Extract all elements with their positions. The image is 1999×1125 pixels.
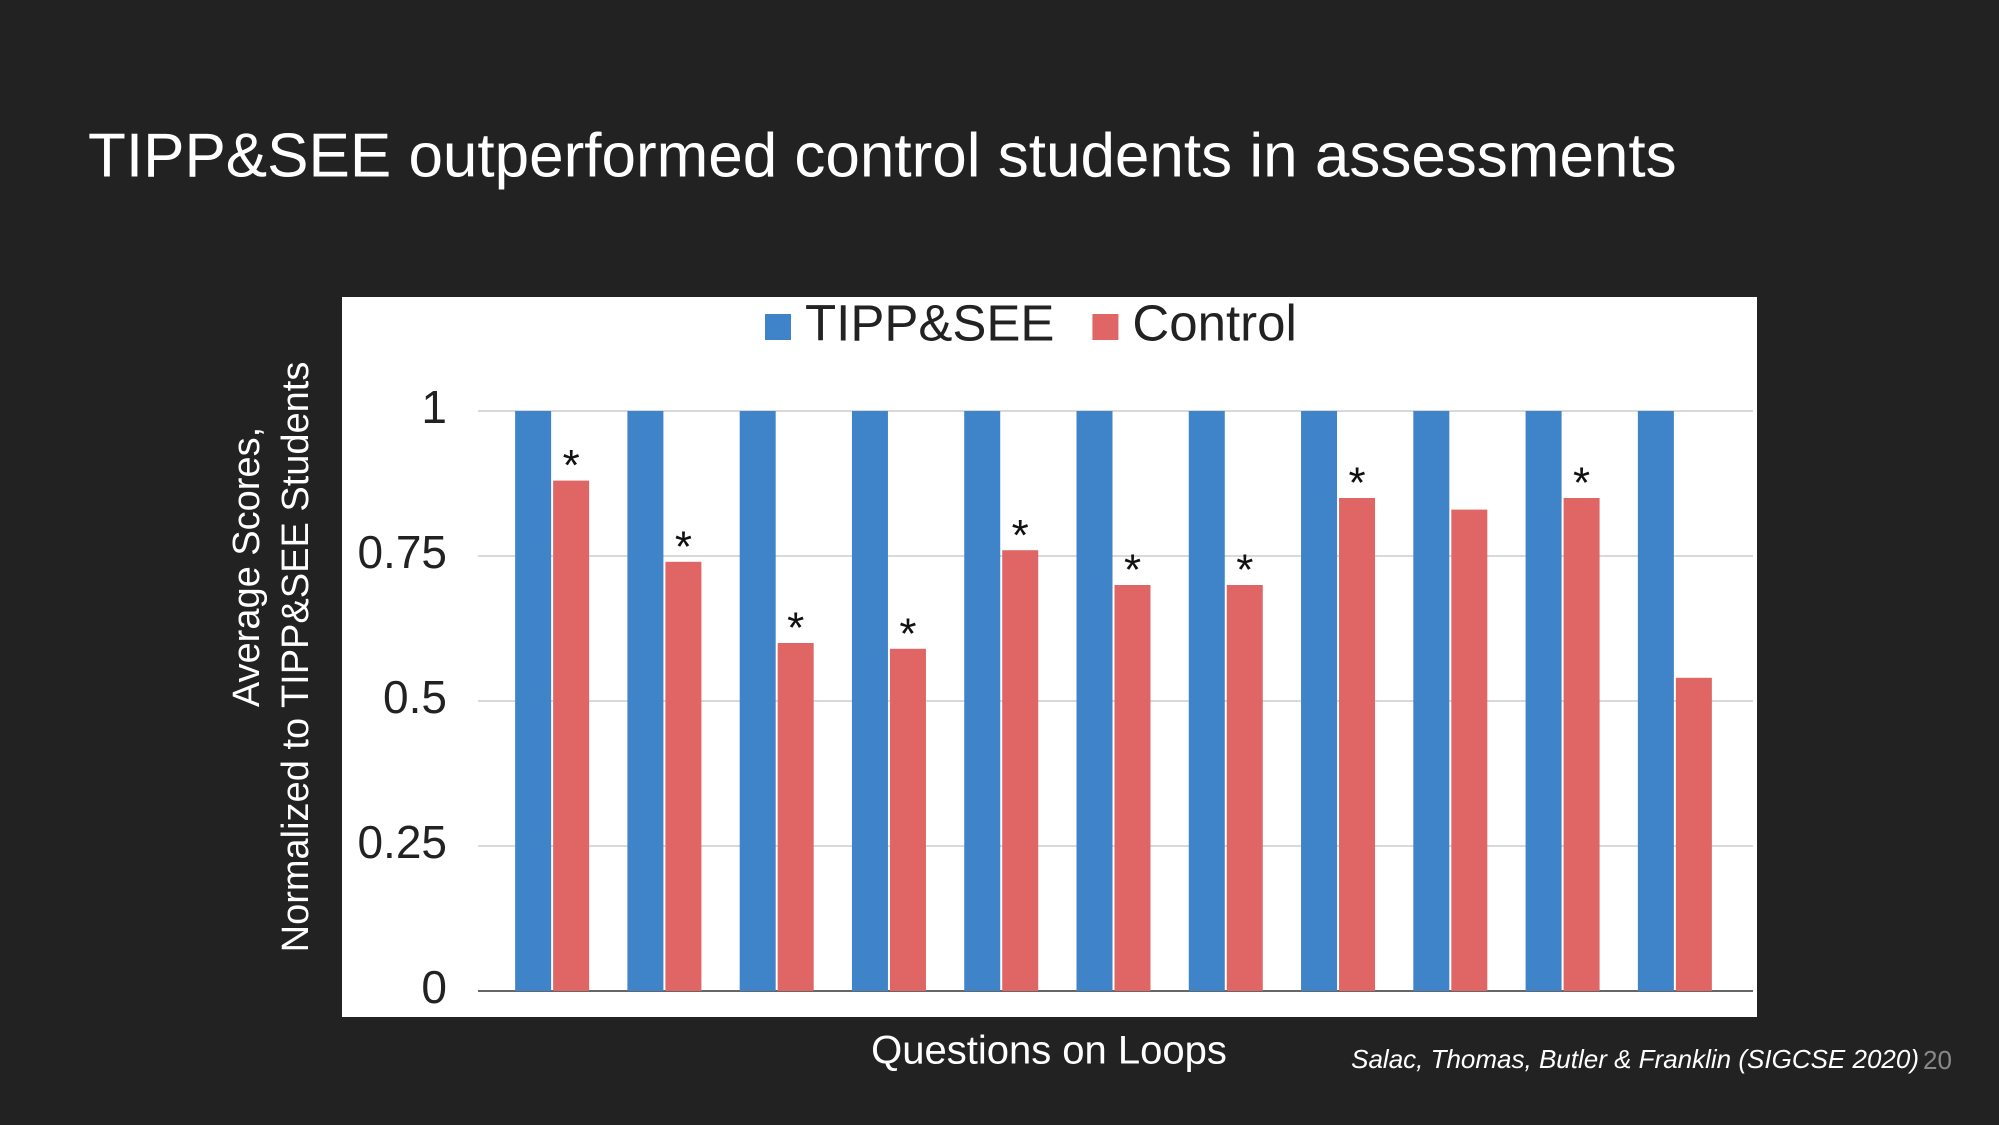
significance-mark: *: [1348, 459, 1365, 508]
bar: [964, 411, 1001, 991]
x-axis-title: Questions on Loops: [871, 1029, 1227, 1073]
significance-mark: *: [1012, 511, 1029, 560]
bar: [1675, 677, 1712, 991]
significance-mark: *: [1236, 546, 1253, 595]
bar: [777, 643, 814, 991]
bar: [851, 411, 888, 991]
bar: [1188, 411, 1225, 991]
significance-mark: *: [563, 441, 580, 490]
significance-mark: *: [899, 609, 916, 658]
bar: [1226, 585, 1263, 991]
bar: [889, 648, 926, 991]
significance-mark: *: [1124, 546, 1141, 595]
slide-title: TIPP&SEE outperformed control students i…: [88, 121, 1677, 190]
citation: Salac, Thomas, Butler & Franklin (SIGCSE…: [1351, 1044, 1919, 1074]
bar: [665, 561, 702, 991]
significance-mark: *: [787, 604, 804, 653]
bar: [1114, 585, 1151, 991]
legend-label: Control: [1132, 294, 1296, 351]
bar: [1637, 411, 1674, 991]
bar: [627, 411, 664, 991]
y-axis-title: Normalized to TIPP&SEE Students: [275, 362, 317, 953]
bar: [1002, 550, 1039, 991]
bar: [553, 480, 590, 991]
bar: [1525, 411, 1562, 991]
y-tick-label: 0.75: [357, 526, 447, 578]
y-tick-label: 0: [421, 961, 447, 1013]
significance-mark: *: [1573, 459, 1590, 508]
y-tick-label: 0.25: [357, 816, 447, 868]
bar: [739, 411, 776, 991]
y-tick-label: 0.5: [383, 671, 447, 723]
bar: [1563, 498, 1600, 991]
bar: [1301, 411, 1338, 991]
bar: [1413, 411, 1450, 991]
y-axis-title: Average Scores,: [226, 427, 268, 707]
bar: [1076, 411, 1113, 991]
bar: [1451, 509, 1488, 991]
legend-swatch: [1092, 314, 1119, 340]
bar: [1339, 498, 1376, 991]
legend-swatch: [765, 314, 791, 340]
legend-label: TIPP&SEE: [805, 294, 1054, 351]
y-tick-label: 1: [421, 381, 447, 433]
significance-mark: *: [675, 522, 692, 571]
bar: [515, 411, 552, 991]
page-number: 20: [1923, 1045, 1952, 1075]
